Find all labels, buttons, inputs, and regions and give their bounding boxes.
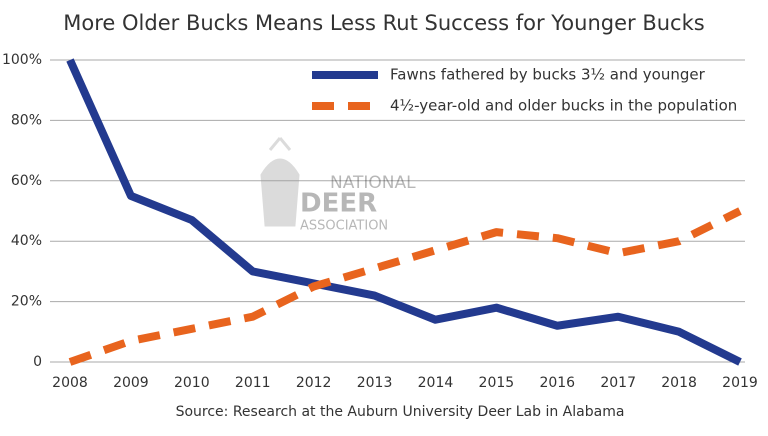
x-tick-label: 2014: [418, 375, 454, 391]
x-tick-label: 2016: [539, 375, 575, 391]
watermark: NATIONAL DEER ASSOCIATION: [260, 137, 416, 234]
source-note: Source: Research at the Auburn Universit…: [176, 404, 625, 420]
x-tick-label: 2019: [722, 375, 758, 391]
x-tick-label: 2015: [479, 375, 515, 391]
data-line: [66, 58, 742, 366]
data-line: [68, 207, 742, 366]
y-tick-label: 60%: [11, 173, 42, 189]
x-tick-label: 2012: [296, 375, 332, 391]
y-tick-label: 100%: [2, 52, 42, 68]
watermark-text: DEER: [300, 189, 377, 219]
x-tick-label: 2011: [235, 375, 271, 391]
x-tick-label: 2018: [661, 375, 697, 391]
legend-label: 4½-year-old and older bucks in the popul…: [390, 97, 737, 115]
y-tick-label: 20%: [11, 294, 42, 310]
x-tick-label: 2010: [174, 375, 210, 391]
legend-label: Fawns fathered by bucks 3½ and younger: [390, 66, 706, 84]
x-tick-label: 2008: [52, 375, 88, 391]
y-tick-label: 40%: [11, 233, 42, 249]
x-tick-label: 2017: [600, 375, 636, 391]
plot: 0 20% 40% 60% 80% 100% 2008 2009 2010 2011 2012 201…: [2, 52, 758, 391]
watermark-text: NATIONAL: [330, 173, 416, 193]
chart-title: More Older Bucks Means Less Rut Success …: [63, 11, 704, 35]
watermark-icon: [260, 137, 300, 227]
y-tick-label: 0: [33, 354, 42, 370]
watermark-text: ASSOCIATION: [300, 219, 388, 234]
x-tick-label: 2013: [357, 375, 393, 391]
x-tick-label: 2009: [113, 375, 149, 391]
y-tick-label: 80%: [11, 112, 42, 128]
